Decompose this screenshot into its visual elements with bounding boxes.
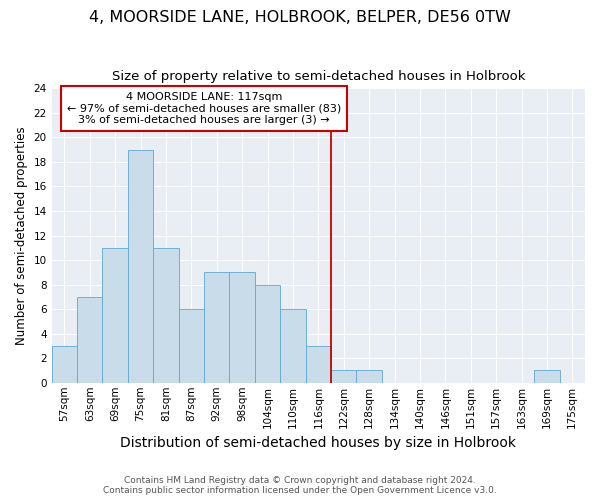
Title: Size of property relative to semi-detached houses in Holbrook: Size of property relative to semi-detach… bbox=[112, 70, 525, 83]
Bar bbox=[255, 284, 280, 383]
Bar bbox=[229, 272, 255, 383]
Bar bbox=[356, 370, 382, 383]
Bar bbox=[305, 346, 331, 383]
Bar bbox=[204, 272, 229, 383]
Bar bbox=[179, 309, 204, 383]
Bar bbox=[77, 297, 103, 383]
Bar bbox=[534, 370, 560, 383]
Bar bbox=[128, 150, 153, 383]
Y-axis label: Number of semi-detached properties: Number of semi-detached properties bbox=[15, 126, 28, 345]
Text: 4, MOORSIDE LANE, HOLBROOK, BELPER, DE56 0TW: 4, MOORSIDE LANE, HOLBROOK, BELPER, DE56… bbox=[89, 10, 511, 25]
Bar bbox=[103, 248, 128, 383]
Text: Contains HM Land Registry data © Crown copyright and database right 2024.
Contai: Contains HM Land Registry data © Crown c… bbox=[103, 476, 497, 495]
Bar bbox=[153, 248, 179, 383]
X-axis label: Distribution of semi-detached houses by size in Holbrook: Distribution of semi-detached houses by … bbox=[121, 436, 517, 450]
Bar bbox=[52, 346, 77, 383]
Bar bbox=[331, 370, 356, 383]
Bar bbox=[280, 309, 305, 383]
Text: 4 MOORSIDE LANE: 117sqm
← 97% of semi-detached houses are smaller (83)
3% of sem: 4 MOORSIDE LANE: 117sqm ← 97% of semi-de… bbox=[67, 92, 341, 125]
